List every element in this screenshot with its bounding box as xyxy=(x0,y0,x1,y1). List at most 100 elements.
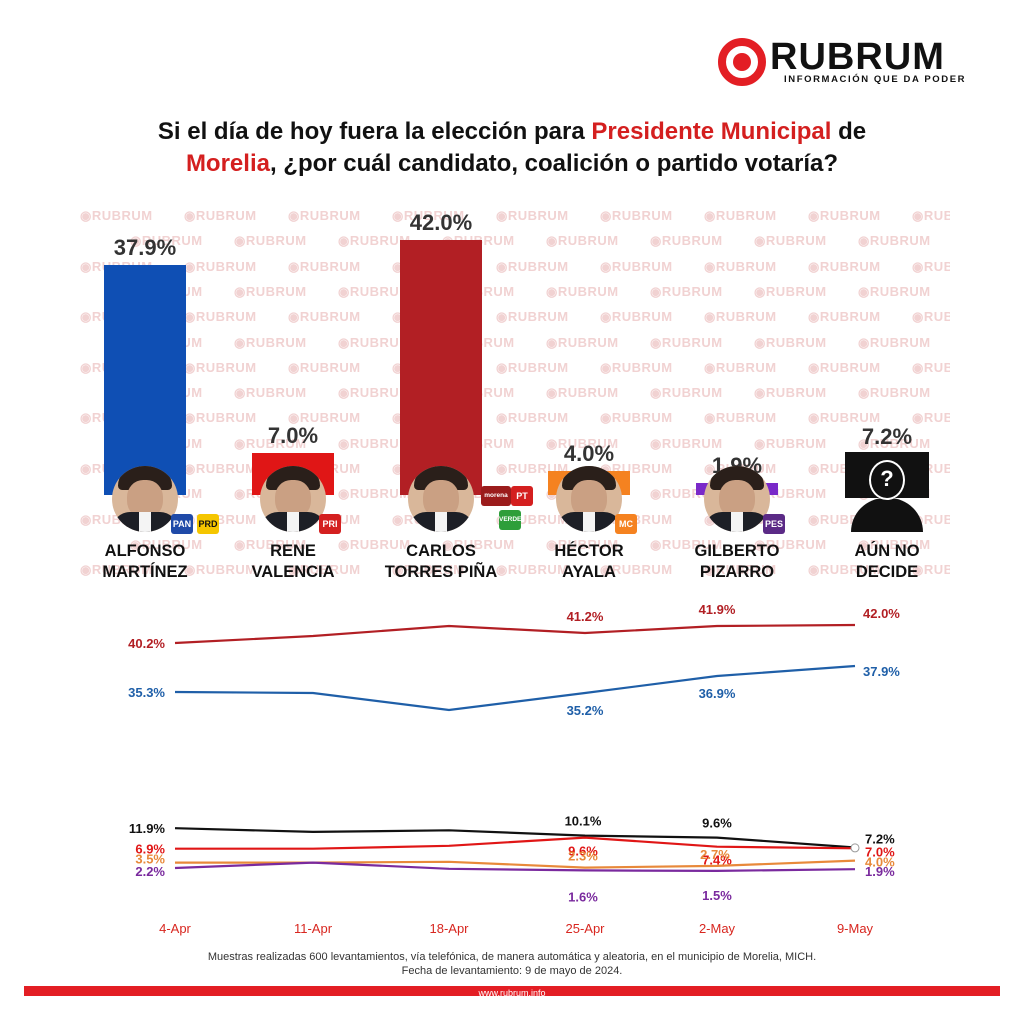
candidate-name-line: GILBERTO xyxy=(694,542,780,560)
footnote-line-2: Fecha de levantamiento: 9 de mayo de 202… xyxy=(401,965,623,977)
data-label: 11.9% xyxy=(129,821,166,836)
candidate-photo xyxy=(112,466,178,532)
data-label: 7.4% xyxy=(702,853,732,868)
candidate-name: RENE VALENCIA xyxy=(228,541,358,583)
footnote-line-1: Muestras realizadas 600 levantamientos, … xyxy=(207,951,817,963)
watermark-row: ◉RUBRUM◉RUBRUM◉RUBRUM◉RUBRUM◉RUBRUM◉RUBR… xyxy=(80,258,950,274)
rubrum-logo: RUBRUM INFORMACIÓN QUE DA PODER xyxy=(718,36,980,86)
candidate-name: CARLOS TORRES PIÑA xyxy=(376,541,506,583)
party-logo-verde: VERDE xyxy=(499,510,521,530)
series-line-2 xyxy=(174,664,856,712)
trend-line-chart: 40.2% 41.2% 41.9% 42.0% 35.3% 35.2% 36.9% 37.9%… xyxy=(128,602,900,936)
title-highlight-1: Presidente Municipal xyxy=(591,118,832,145)
watermark-row: ◉RUBRUM◉RUBRUM◉RUBRUM◉RUBRUM◉RUBRUM◉RUBR… xyxy=(130,536,931,552)
candidate-photo xyxy=(260,466,326,532)
watermark-row: ◉RUBRUM◉RUBRUM◉RUBRUM◉RUBRUM◉RUBRUM◉RUBR… xyxy=(130,385,931,401)
data-label: 35.3% xyxy=(128,685,165,700)
party-logo-mc: MC xyxy=(615,514,637,534)
data-label: 40.2% xyxy=(128,636,165,651)
party-logo-pt: PT xyxy=(511,486,533,506)
candidate-name-line: DECIDE xyxy=(855,563,919,581)
data-label: 36.9% xyxy=(699,686,736,701)
data-label: 7.0% xyxy=(865,844,895,859)
data-label: 41.2% xyxy=(567,609,604,624)
candidate-name-line: MARTÍNEZ xyxy=(102,563,188,581)
party-logo-morena: morena xyxy=(481,486,511,506)
candidate-name-line: AYALA xyxy=(562,563,616,581)
candidate-name-line: AÚN NO xyxy=(854,542,920,560)
data-label: 4.0% xyxy=(865,855,895,870)
x-tick-label: 2-May xyxy=(699,921,736,936)
bar-1 xyxy=(104,264,186,495)
page-title: Si el día de hoy fuera la elección para … xyxy=(40,116,984,180)
x-tick-label: 25-Apr xyxy=(565,921,605,936)
data-label: 1.5% xyxy=(702,888,732,903)
data-label: 41.9% xyxy=(699,602,736,617)
title-highlight-2: Morelia xyxy=(185,150,270,177)
candidate-photo xyxy=(408,466,474,532)
party-logo-pes: PES xyxy=(763,514,785,534)
title-part-1: Si el día de hoy fuera la elección para xyxy=(157,118,592,145)
data-label: 37.9% xyxy=(863,664,900,679)
watermark-row: ◉RUBRUM◉RUBRUM◉RUBRUM◉RUBRUM◉RUBRUM◉RUBR… xyxy=(80,410,950,426)
title-part-2: de xyxy=(831,118,867,145)
candidate-name-line: ALFONSO xyxy=(104,542,186,560)
candidate-name-line: VALENCIA xyxy=(251,563,335,581)
footer-bar xyxy=(24,986,1000,996)
watermark-row: ◉RUBRUM◉RUBRUM◉RUBRUM◉RUBRUM◉RUBRUM◉RUBR… xyxy=(80,208,950,223)
data-label: 3.5% xyxy=(135,852,165,867)
data-label: 10.1% xyxy=(565,814,602,829)
candidate-photo xyxy=(556,466,622,532)
x-tick-label: 9-May xyxy=(837,921,874,936)
data-label: 2.3% xyxy=(568,849,598,864)
undecided-silhouette-icon: ? xyxy=(845,452,929,532)
logo-ring-icon xyxy=(718,38,766,86)
data-label: 1.6% xyxy=(568,889,598,904)
series-line-2 xyxy=(175,836,856,850)
series-line-1 xyxy=(174,827,856,849)
series-line-1 xyxy=(174,623,856,645)
candidate-photo xyxy=(704,466,770,532)
footnote: Muestras realizadas 600 levantamientos, … xyxy=(40,950,984,978)
bar-value-label: 37.9% xyxy=(113,234,177,260)
data-label: 9.6% xyxy=(702,816,732,831)
data-label: 2.2% xyxy=(135,864,165,879)
data-label: 1.9% xyxy=(865,864,895,879)
bar-3 xyxy=(400,240,482,495)
data-label: 42.0% xyxy=(863,606,900,621)
watermark-row: ◉RUBRUM◉RUBRUM◉RUBRUM◉RUBRUM◉RUBRUM◉RUBR… xyxy=(130,334,931,350)
logo-wordmark: RUBRUM xyxy=(770,36,945,78)
candidate-name: ALFONSO MARTÍNEZ xyxy=(80,541,210,583)
candidate-name: AÚN NO DECIDE xyxy=(822,541,952,583)
bar-value-label: 4.0% xyxy=(563,440,615,466)
party-logo-pri: PRI xyxy=(319,514,341,534)
bar-value-label: 7.0% xyxy=(267,422,319,448)
watermark-row: ◉RUBRUM◉RUBRUM◉RUBRUM◉RUBRUM◉RUBRUM◉RUBR… xyxy=(80,359,950,375)
website-url[interactable]: www.rubrum.info xyxy=(478,988,546,998)
candidate-name-line: RENE xyxy=(270,542,316,560)
bar-value-label: 42.0% xyxy=(409,210,473,235)
candidate-name: HÉCTOR AYALA xyxy=(524,541,654,583)
bar-value-label: 7.2% xyxy=(861,424,913,449)
candidate-name-line: HÉCTOR xyxy=(554,542,624,560)
watermark-row: ◉RUBRUM◉RUBRUM◉RUBRUM◉RUBRUM◉RUBRUM◉RUBR… xyxy=(80,461,950,476)
title-part-3: , ¿por cuál candidato, coalición o parti… xyxy=(269,150,839,177)
watermark-row: ◉RUBRUM◉RUBRUM◉RUBRUM◉RUBRUM◉RUBRUM◉RUBR… xyxy=(130,435,931,451)
data-label: 9.6% xyxy=(568,844,598,859)
endpoint-marker xyxy=(850,843,860,853)
party-logo-pan: PAN xyxy=(171,514,193,534)
candidate-name-line: CARLOS xyxy=(406,542,476,560)
data-label: 2.7% xyxy=(700,847,730,862)
party-logo-prd: PRD xyxy=(197,514,219,534)
watermark-row: ◉RUBRUM◉RUBRUM◉RUBRUM◉RUBRUM◉RUBRUM◉RUBR… xyxy=(130,283,931,299)
logo-tagline: INFORMACIÓN QUE DA PODER xyxy=(784,74,967,85)
series-line-4 xyxy=(174,861,856,873)
x-tick-label: 18-Apr xyxy=(429,921,469,936)
watermark-row: ◉RUBRUM◉RUBRUM◉RUBRUM◉RUBRUM◉RUBRUM◉RUBR… xyxy=(80,309,950,325)
candidate-name-line: PIZARRO xyxy=(699,563,775,581)
x-tick-label: 11-Apr xyxy=(294,921,333,936)
candidate-name: GILBERTO PIZARRO xyxy=(672,541,802,583)
watermark-row: ◉RUBRUM◉RUBRUM◉RUBRUM◉RUBRUM◉RUBRUM◉RUBR… xyxy=(80,562,950,578)
data-label: 35.2% xyxy=(567,703,604,718)
x-tick-label: 4-Apr xyxy=(159,921,191,936)
